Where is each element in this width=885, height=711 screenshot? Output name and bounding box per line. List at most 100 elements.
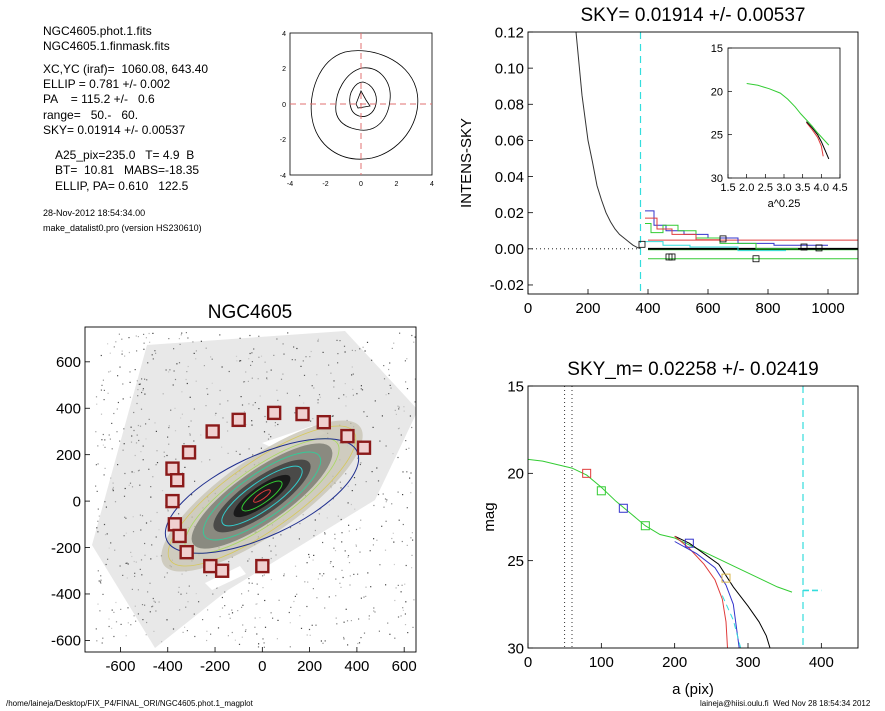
image-speckle-pixel <box>388 393 390 395</box>
image-speckle-pixel <box>248 582 250 584</box>
image-speckle-pixel <box>154 422 156 424</box>
image-speckle-pixel <box>401 584 403 586</box>
contour-xtick: 0 <box>359 181 363 188</box>
image-speckle-pixel <box>411 426 413 429</box>
image-speckle-pixel <box>152 476 154 478</box>
image-speckle-pixel <box>97 570 99 572</box>
image-speckle-pixel <box>393 342 395 344</box>
image-speckle-pixel <box>221 607 224 609</box>
image-speckle-pixel <box>248 578 250 580</box>
image-speckle-pixel <box>311 385 313 387</box>
image-speckle-pixel <box>404 613 406 615</box>
image-speckle-pixel <box>102 593 104 595</box>
image-speckle-pixel <box>151 606 153 608</box>
image-speckle-pixel <box>132 531 135 533</box>
image-speckle-pixel <box>102 379 104 381</box>
image-ytick-label: 600 <box>56 354 81 371</box>
image-speckle-pixel <box>258 643 260 645</box>
image-xtick-label: 400 <box>344 658 369 675</box>
image-speckle-pixel <box>95 628 97 630</box>
image-speckle-pixel <box>97 445 99 447</box>
image-speckle-pixel <box>241 404 244 406</box>
image-speckle-pixel <box>290 606 292 608</box>
image-speckle-pixel <box>164 576 166 578</box>
image-speckle-pixel <box>139 425 142 427</box>
mag-ytick-label: 30 <box>507 640 524 657</box>
image-speckle-pixel <box>221 596 223 599</box>
image-speckle-pixel <box>381 415 383 417</box>
image-speckle-pixel <box>95 464 97 466</box>
image-speckle-pixel <box>245 629 247 631</box>
image-speckle-pixel <box>347 502 349 504</box>
image-speckle-pixel <box>130 441 133 443</box>
image-speckle-pixel <box>316 374 318 376</box>
image-speckle-pixel <box>382 493 384 495</box>
image-speckle-pixel <box>149 341 151 343</box>
image-speckle-pixel <box>131 471 133 473</box>
inset-ytick-label: 25 <box>711 130 723 142</box>
image-speckle-pixel <box>299 523 301 525</box>
image-speckle-pixel <box>186 630 188 632</box>
image-speckle-pixel <box>102 637 104 639</box>
image-speckle-pixel <box>342 576 344 579</box>
image-speckle-pixel <box>122 449 124 451</box>
image-speckle-pixel <box>119 440 121 442</box>
image-speckle-pixel <box>326 517 328 519</box>
image-speckle-pixel <box>347 556 349 558</box>
image-speckle-pixel <box>313 535 315 537</box>
image-speckle-pixel <box>347 555 350 557</box>
image-speckle-pixel <box>341 569 343 571</box>
image-speckle-pixel <box>146 379 148 381</box>
image-speckle-pixel <box>153 630 155 632</box>
image-speckle-pixel <box>158 601 160 603</box>
image-speckle-pixel <box>345 396 347 398</box>
image-speckle-pixel <box>119 565 121 567</box>
image-speckle-pixel <box>144 378 146 380</box>
image-speckle-pixel <box>402 607 404 609</box>
image-speckle-pixel <box>264 626 267 628</box>
image-speckle-pixel <box>102 444 104 446</box>
mag-square-marker <box>582 468 592 478</box>
image-ytick-label: -200 <box>51 540 81 557</box>
image-speckle-pixel <box>150 558 152 560</box>
image-speckle-pixel <box>335 595 337 597</box>
mag-square-marker <box>721 573 731 583</box>
image-speckle-pixel <box>178 338 180 340</box>
image-speckle-pixel <box>270 369 272 371</box>
image-speckle-pixel <box>221 446 223 448</box>
image-speckle-pixel <box>130 624 132 626</box>
image-speckle-pixel <box>296 593 298 595</box>
image-speckle-pixel <box>234 639 236 641</box>
image-speckle-pixel <box>178 586 180 588</box>
image-speckle-pixel <box>306 605 308 608</box>
image-speckle-pixel <box>302 360 304 362</box>
sky-residual-line <box>645 223 798 250</box>
image-speckle-pixel <box>345 473 347 475</box>
inset-xtick-label: 3.0 <box>776 182 791 194</box>
image-speckle-pixel <box>414 401 416 403</box>
image-speckle-pixel <box>393 541 395 543</box>
image-speckle-pixel <box>251 361 253 363</box>
image-speckle-pixel <box>413 599 415 601</box>
image-speckle-pixel <box>138 383 140 385</box>
image-speckle-pixel <box>238 643 241 645</box>
image-speckle-pixel <box>177 591 180 593</box>
image-ytick-label: 200 <box>56 447 81 464</box>
image-speckle-pixel <box>303 402 305 404</box>
image-speckle-pixel <box>236 360 238 362</box>
image-speckle-pixel <box>240 360 242 362</box>
image-speckle-pixel <box>138 469 140 471</box>
image-speckle-pixel <box>224 605 226 607</box>
image-speckle-pixel <box>252 454 254 456</box>
image-speckle-pixel <box>366 415 368 417</box>
masked-star-box <box>340 428 355 444</box>
image-speckle-pixel <box>186 371 188 373</box>
image-speckle-pixel <box>155 352 157 354</box>
image-speckle-pixel <box>294 359 296 361</box>
extra-line-bt: BT= 10.81 MABS=-18.35 <box>55 163 200 177</box>
image-speckle-pixel <box>306 562 308 564</box>
image-speckle-pixel <box>412 539 414 541</box>
image-speckle-pixel <box>180 417 182 419</box>
mag-green-line <box>528 458 793 593</box>
image-speckle-pixel <box>400 434 402 436</box>
